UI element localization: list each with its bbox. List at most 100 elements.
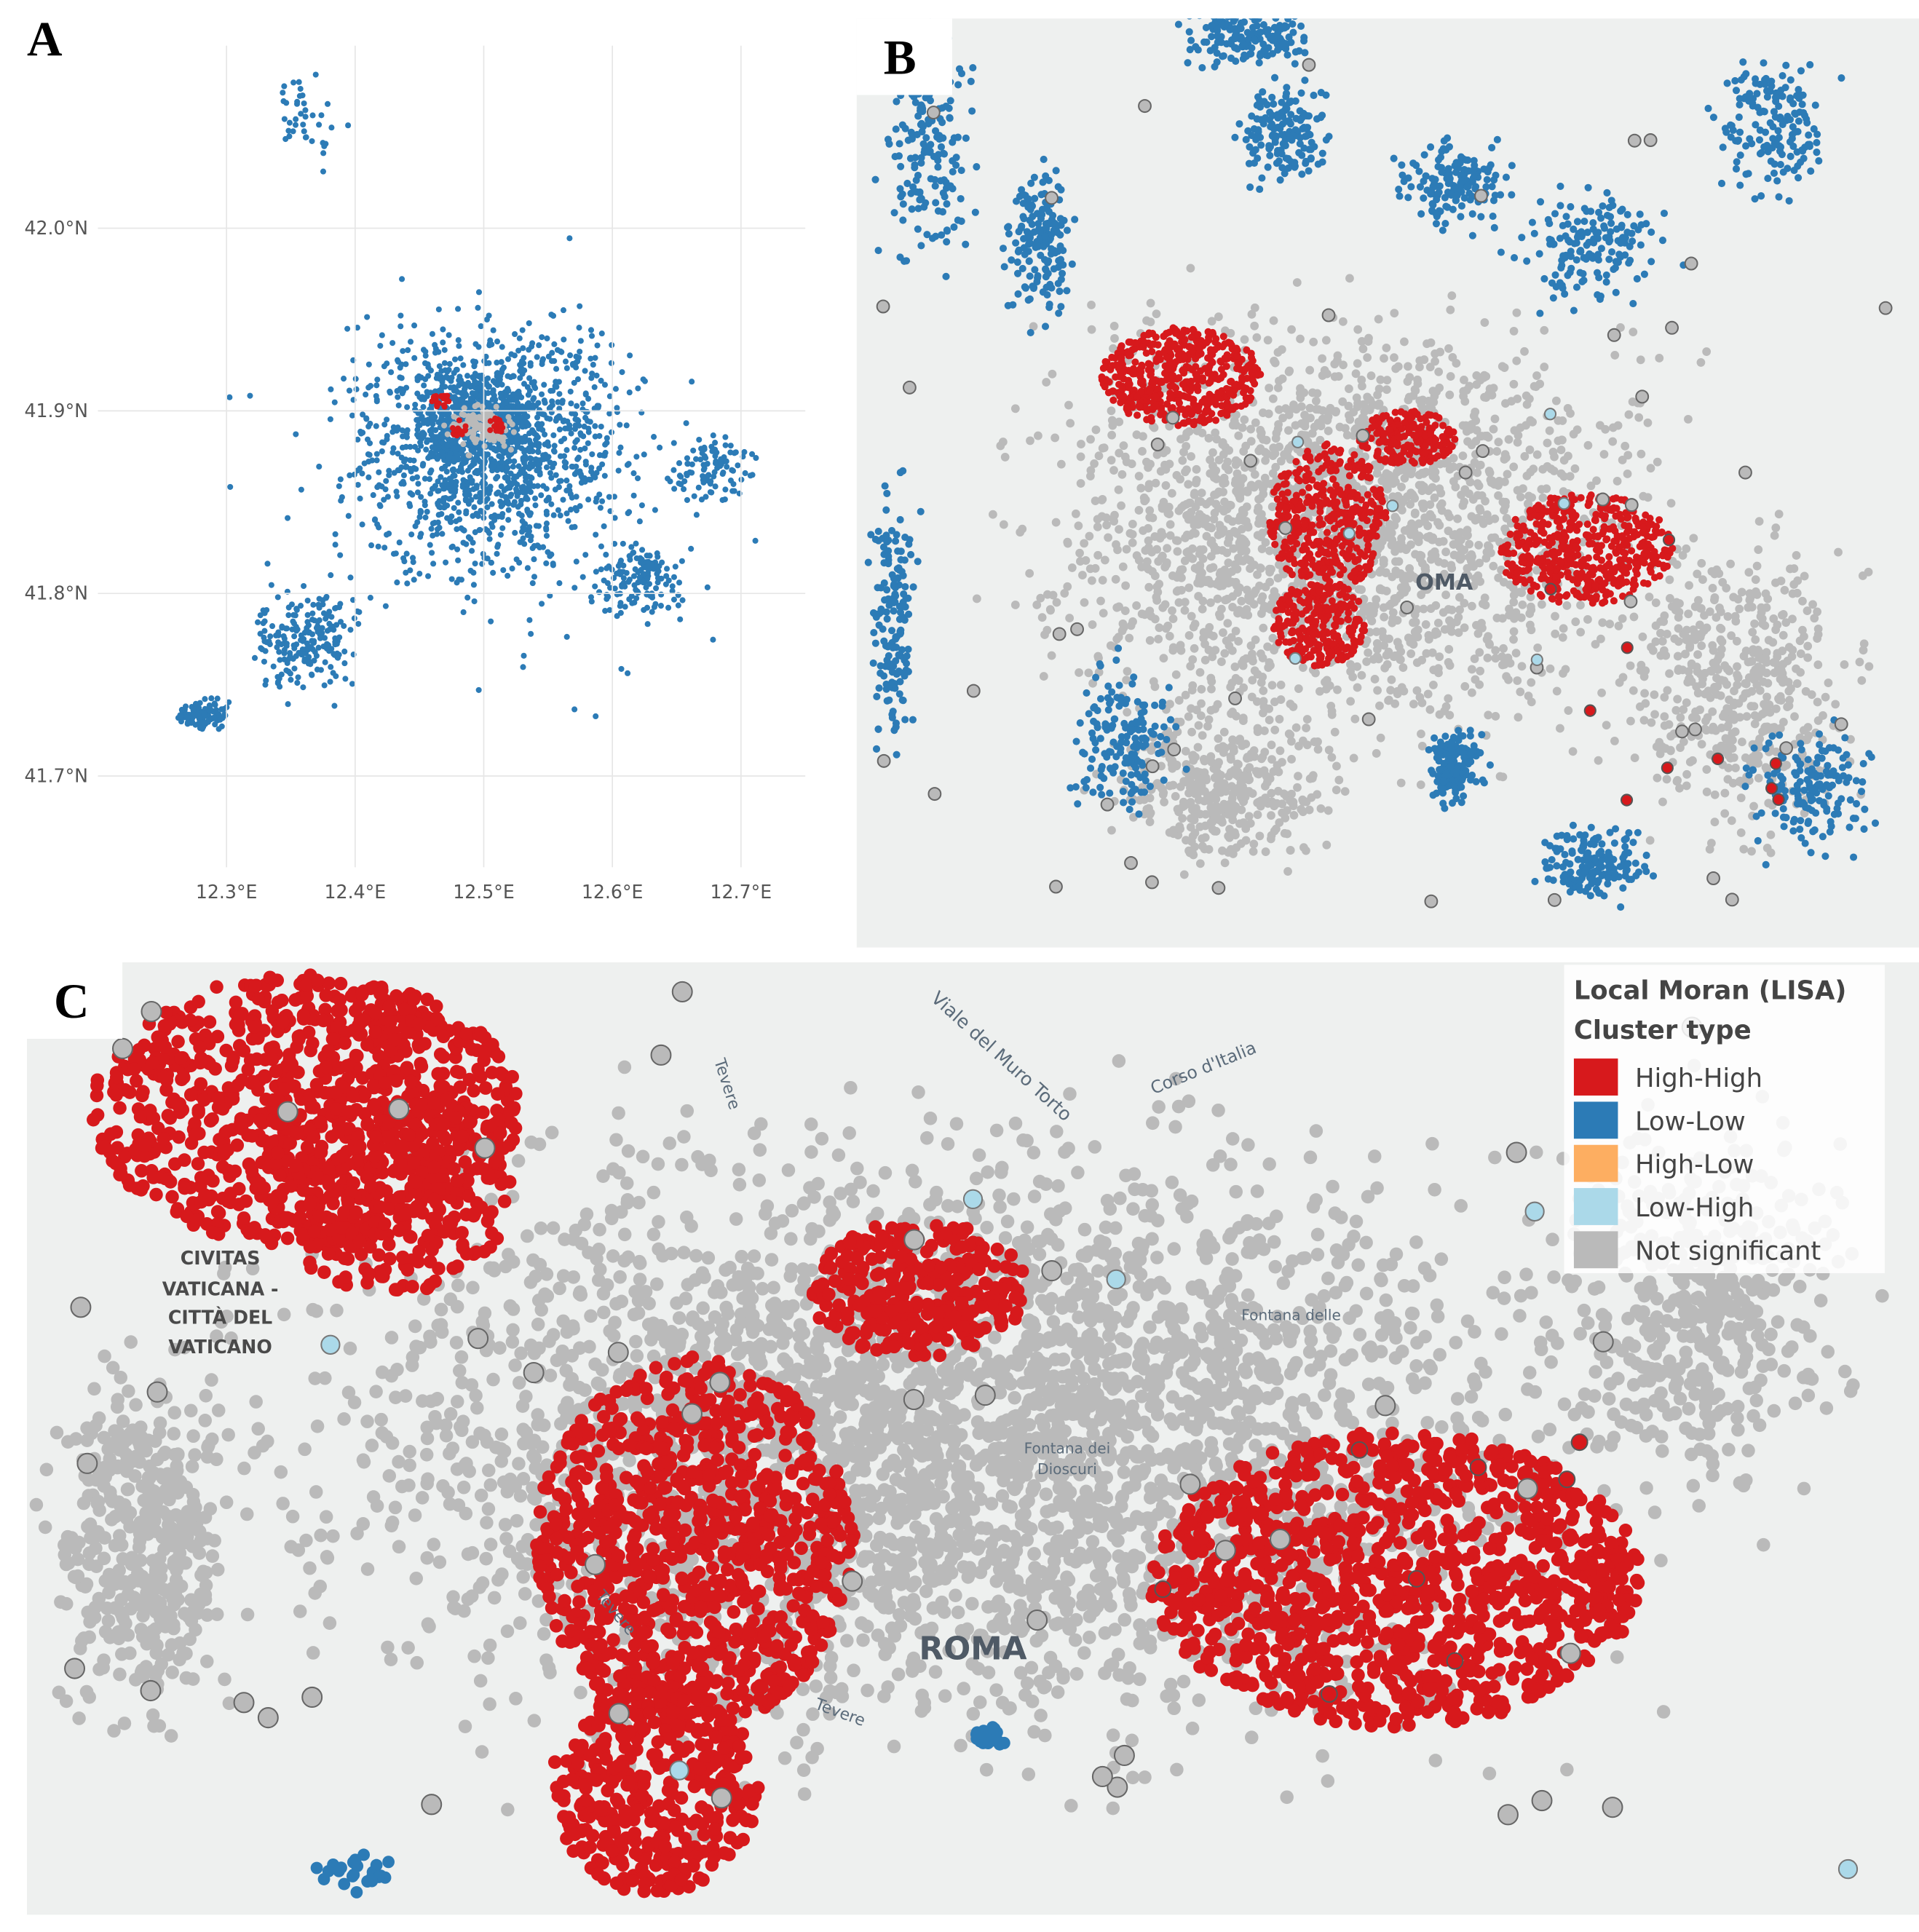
point: [1454, 628, 1463, 638]
point: [1249, 561, 1259, 569]
point: [283, 641, 290, 647]
point: [453, 518, 459, 525]
point: [1119, 441, 1128, 451]
point: [325, 100, 331, 107]
point: [684, 455, 690, 462]
point: [593, 713, 599, 720]
point: [1158, 603, 1168, 612]
point: [419, 430, 427, 437]
point: [520, 455, 526, 462]
point: [1077, 440, 1085, 449]
point: [1148, 513, 1158, 523]
point: [520, 405, 526, 412]
point: [1086, 435, 1095, 444]
point: [658, 591, 665, 598]
point: [719, 496, 726, 503]
point: [543, 526, 550, 533]
point: [288, 676, 294, 683]
point: [1197, 699, 1206, 708]
point: [1162, 446, 1171, 455]
point: [644, 621, 651, 627]
point: [1265, 658, 1274, 668]
point: [293, 606, 300, 613]
point: [1123, 708, 1132, 717]
point: [1204, 715, 1214, 724]
point: [1367, 617, 1377, 626]
point: [1206, 705, 1216, 715]
point: [403, 443, 409, 450]
point: [1637, 449, 1646, 459]
point: [1251, 418, 1260, 427]
point: [529, 340, 536, 347]
point: [1198, 545, 1208, 554]
point: [1494, 573, 1503, 582]
point: [1158, 502, 1167, 511]
point: [1423, 689, 1433, 699]
point: [1559, 472, 1569, 481]
point: [592, 583, 598, 590]
point: [474, 470, 480, 477]
point: [641, 451, 647, 458]
point: [547, 459, 553, 466]
point: [527, 460, 534, 467]
point: [1426, 338, 1436, 347]
point: [1431, 630, 1439, 639]
point: [488, 501, 495, 507]
point: [617, 609, 624, 617]
point: [1556, 446, 1566, 455]
point: [1558, 435, 1567, 445]
point: [563, 365, 570, 371]
point: [1427, 555, 1436, 564]
point: [604, 580, 611, 587]
point: [441, 360, 448, 366]
point: [1088, 620, 1097, 629]
point: [1491, 712, 1500, 721]
point: [291, 665, 298, 672]
point: [1353, 359, 1362, 368]
point: [1393, 689, 1402, 699]
point: [1269, 443, 1278, 453]
point: [381, 363, 387, 370]
point: [1134, 555, 1144, 565]
point: [678, 558, 685, 564]
point: [396, 539, 403, 546]
point: [592, 355, 598, 361]
point: [501, 443, 507, 449]
point: [435, 519, 441, 526]
point: [566, 235, 573, 242]
point: [475, 304, 481, 311]
point: [1249, 600, 1259, 609]
point: [1471, 574, 1480, 583]
point: [1788, 589, 1797, 598]
point: [1503, 470, 1512, 479]
point: [1087, 325, 1096, 334]
point: [1145, 636, 1155, 645]
point: [488, 618, 494, 625]
point: [1219, 525, 1228, 534]
point: [444, 368, 451, 375]
point: [333, 673, 339, 679]
point: [321, 143, 328, 149]
point: [1091, 425, 1101, 435]
point: [1269, 593, 1278, 602]
point: [1390, 594, 1399, 603]
point: [318, 112, 325, 119]
point: [422, 514, 429, 520]
point: [1412, 658, 1422, 668]
point: [1270, 697, 1279, 707]
point: [1186, 264, 1195, 273]
point: [655, 568, 662, 574]
point: [415, 422, 422, 429]
point: [573, 558, 579, 565]
point: [1224, 465, 1233, 475]
point: [500, 567, 507, 574]
point: [387, 388, 393, 395]
point: [463, 400, 470, 406]
point: [1238, 535, 1248, 545]
point: [1545, 426, 1554, 435]
point: [1731, 764, 1740, 772]
point: [422, 348, 429, 355]
point: [606, 393, 613, 400]
point: [1232, 469, 1242, 478]
point: [1445, 390, 1455, 400]
